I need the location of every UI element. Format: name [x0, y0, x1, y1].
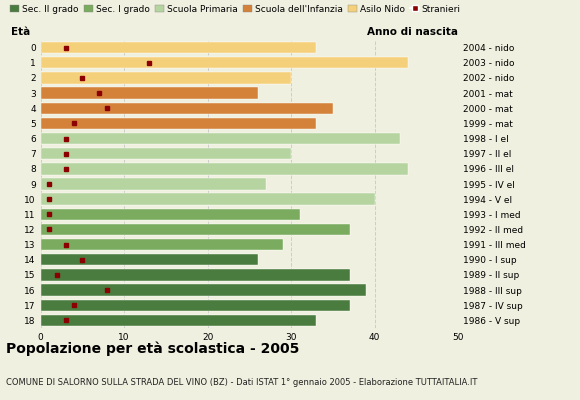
Bar — [41, 118, 316, 129]
Bar — [41, 224, 350, 235]
Bar — [41, 284, 367, 296]
Bar — [41, 42, 316, 53]
Text: Popolazione per età scolastica - 2005: Popolazione per età scolastica - 2005 — [6, 342, 299, 356]
Bar — [41, 148, 291, 159]
Bar — [41, 102, 333, 114]
Bar — [41, 194, 375, 205]
Bar — [41, 254, 258, 266]
Text: Anno di nascita: Anno di nascita — [367, 27, 458, 37]
Bar — [41, 300, 350, 311]
Bar — [41, 57, 408, 68]
Bar — [41, 239, 283, 250]
Bar — [41, 209, 299, 220]
Bar — [41, 72, 291, 84]
Bar — [41, 133, 400, 144]
Bar — [41, 87, 258, 99]
Legend: Sec. II grado, Sec. I grado, Scuola Primaria, Scuola dell'Infanzia, Asilo Nido, : Sec. II grado, Sec. I grado, Scuola Prim… — [10, 4, 461, 14]
Bar — [41, 163, 408, 174]
Bar — [41, 315, 316, 326]
Text: Età: Età — [12, 27, 31, 37]
Text: COMUNE DI SALORNO SULLA STRADA DEL VINO (BZ) - Dati ISTAT 1° gennaio 2005 - Elab: COMUNE DI SALORNO SULLA STRADA DEL VINO … — [6, 378, 477, 387]
Bar — [41, 178, 266, 190]
Bar — [41, 269, 350, 281]
